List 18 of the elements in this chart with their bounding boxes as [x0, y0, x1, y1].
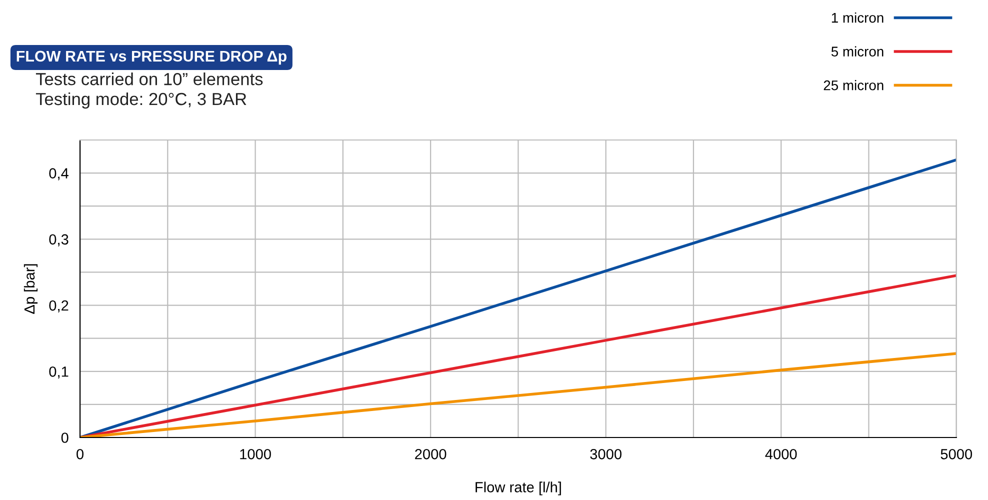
x-tick-label: 1000 [240, 448, 271, 460]
x-tick-label: 0 [76, 448, 84, 460]
y-tick-label: 0,3 [49, 234, 68, 246]
x-axis-title: Flow rate [l/h] [476, 482, 561, 496]
x-tick-label: 2000 [415, 448, 446, 460]
y-tick-label: 0 [61, 432, 68, 443]
y-tick-label: 0,4 [49, 168, 68, 180]
x-tick-label: 5000 [940, 448, 972, 460]
x-tick-label: 3000 [590, 448, 622, 460]
chart-title: FLOW RATE vs PRESSURE DROP Δp [16, 50, 286, 65]
legend-label: 25 micron [824, 80, 884, 90]
x-tick-label: 4000 [765, 448, 797, 460]
chart-subtitle: Tests carried on 10” elements Testing mode: 20°C, 3 BAR [36, 72, 263, 109]
y-tick-label: 0,2 [49, 300, 68, 312]
legend-label: 5 micron [831, 46, 884, 56]
y-tick-label: 0,1 [49, 366, 68, 379]
y-axis-title: Δp [bar] [24, 264, 38, 314]
legend-label: 1 micron [832, 12, 884, 23]
